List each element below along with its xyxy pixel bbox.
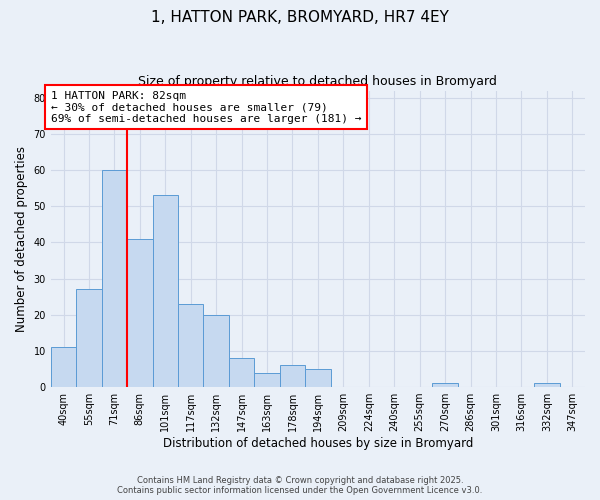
Bar (51, 348, 76, 387)
Bar (178, 304, 203, 387)
X-axis label: Distribution of detached houses by size in Bromyard: Distribution of detached houses by size … (163, 437, 473, 450)
Bar (76, 290, 101, 387)
Y-axis label: Number of detached properties: Number of detached properties (15, 146, 28, 332)
Bar (433, 384, 458, 387)
Bar (534, 384, 560, 387)
Text: Contains HM Land Registry data © Crown copyright and database right 2025.
Contai: Contains HM Land Registry data © Crown c… (118, 476, 482, 495)
Title: Size of property relative to detached houses in Bromyard: Size of property relative to detached ho… (139, 75, 497, 88)
Bar (229, 358, 254, 387)
Bar (152, 196, 178, 387)
Bar (305, 369, 331, 387)
Text: 1 HATTON PARK: 82sqm
← 30% of detached houses are smaller (79)
69% of semi-detac: 1 HATTON PARK: 82sqm ← 30% of detached h… (51, 90, 361, 124)
Bar (203, 315, 229, 387)
Bar (127, 239, 152, 387)
Bar (101, 170, 127, 387)
Bar (280, 366, 305, 387)
Text: 1, HATTON PARK, BROMYARD, HR7 4EY: 1, HATTON PARK, BROMYARD, HR7 4EY (151, 10, 449, 25)
Bar (254, 372, 280, 387)
